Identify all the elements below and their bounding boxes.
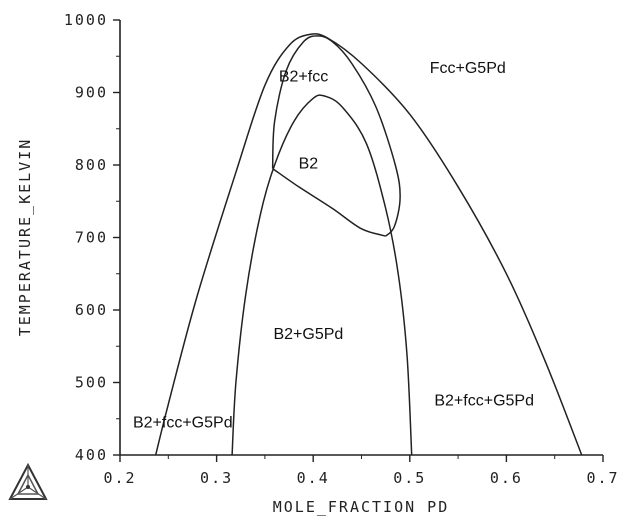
plot-frame xyxy=(119,20,603,456)
region-label: B2 xyxy=(299,156,319,173)
y-tick-label: 800 xyxy=(75,156,108,174)
y-tick-label: 400 xyxy=(75,446,108,464)
phase-boundary-line-4 xyxy=(272,167,386,237)
x-tick-label: 0.3 xyxy=(200,469,233,487)
region-label: B2+G5Pd xyxy=(273,326,343,343)
tick-labels: 0.2 0.3 0.4 0.5 0.6 0.7 400 500 600 700 800 900 1000 xyxy=(64,11,618,487)
y-axis-label: TEMPERATURE_KELVIN xyxy=(16,138,34,337)
region-label: B2+fcc xyxy=(279,69,328,86)
region-label: B2+fcc+G5Pd xyxy=(434,393,534,410)
x-tick-label: 0.6 xyxy=(490,469,523,487)
phase-boundary-line-2 xyxy=(231,94,413,456)
axis-ticks xyxy=(113,19,604,462)
x-tick-label: 0.2 xyxy=(103,469,136,487)
phase-boundaries xyxy=(154,33,583,456)
x-tick-label: 0.7 xyxy=(586,469,618,487)
y-tick-label: 1000 xyxy=(64,11,108,29)
region-label: Fcc+G5Pd xyxy=(430,60,506,77)
y-tick-label: 500 xyxy=(75,374,108,392)
region-label: B2+fcc+G5Pd xyxy=(133,414,233,431)
y-tick-label: 900 xyxy=(75,84,108,102)
phase-boundary-line-3 xyxy=(271,35,401,237)
y-tick-label: 600 xyxy=(75,301,108,319)
phase-region-labels: Fcc+G5Pd B2+fcc B2 B2+G5Pd B2+fcc+G5Pd B2+fcc… xyxy=(133,60,534,432)
phase-boundary-line-1 xyxy=(154,33,583,456)
x-tick-label: 0.5 xyxy=(393,469,426,487)
y-tick-label: 700 xyxy=(75,229,108,247)
x-axis-label: MOLE_FRACTION PD xyxy=(273,498,450,516)
thermo-calc-logo-icon xyxy=(8,462,48,500)
x-tick-label: 0.4 xyxy=(297,469,330,487)
